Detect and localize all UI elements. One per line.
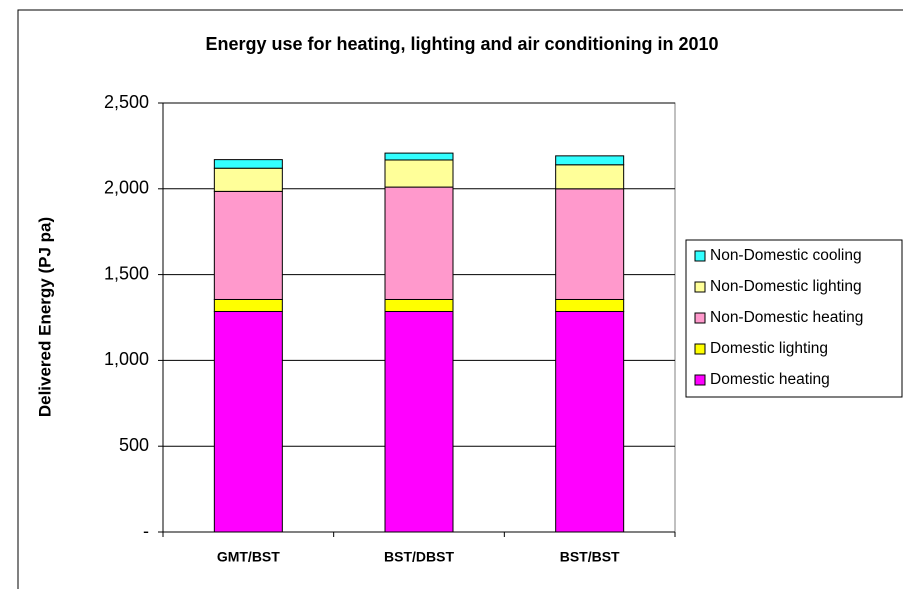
bar-segment [555,310,625,533]
legend-label: Non-Domestic heating [710,309,863,326]
legend-swatch [694,312,706,324]
y-tick-label: 2,500 [104,92,149,112]
legend-swatch [694,250,706,262]
bar-segment [384,152,454,161]
x-tick-label: BST/DBST [384,549,454,565]
y-tick-label: 500 [119,435,149,455]
bar-segment [555,188,625,300]
legend-label: Non-Domestic lighting [710,278,862,295]
bar-segment [384,298,454,312]
y-tick-label: 2,000 [104,178,149,198]
bar-segment [384,159,454,188]
legend-swatch [694,281,706,293]
y-tick-label: - [143,521,149,541]
bar-segment [555,298,625,312]
y-axis-label: Delivered Energy (PJ pa) [35,217,54,417]
bar-segment [213,190,283,300]
legend [685,239,903,398]
bar-segment [555,164,625,190]
bar-segment [213,298,283,312]
bar-segment [384,186,454,300]
y-tick-label: 1,000 [104,349,149,369]
x-tick-label: GMT/BST [217,549,280,565]
bar-segment [213,159,283,169]
legend-swatch [694,374,706,386]
legend-label: Domestic lighting [710,340,828,357]
legend-label: Domestic heating [710,371,830,388]
bar-segment [213,167,283,192]
bar-segment [555,155,625,166]
y-tick-label: 1,500 [104,263,149,283]
bar-segment [213,310,283,533]
legend-swatch [694,343,706,355]
chart-title: Energy use for heating, lighting and air… [205,34,718,54]
bar-segment [384,310,454,533]
legend-label: Non-Domestic cooling [710,247,862,264]
x-tick-label: BST/BST [560,549,620,565]
